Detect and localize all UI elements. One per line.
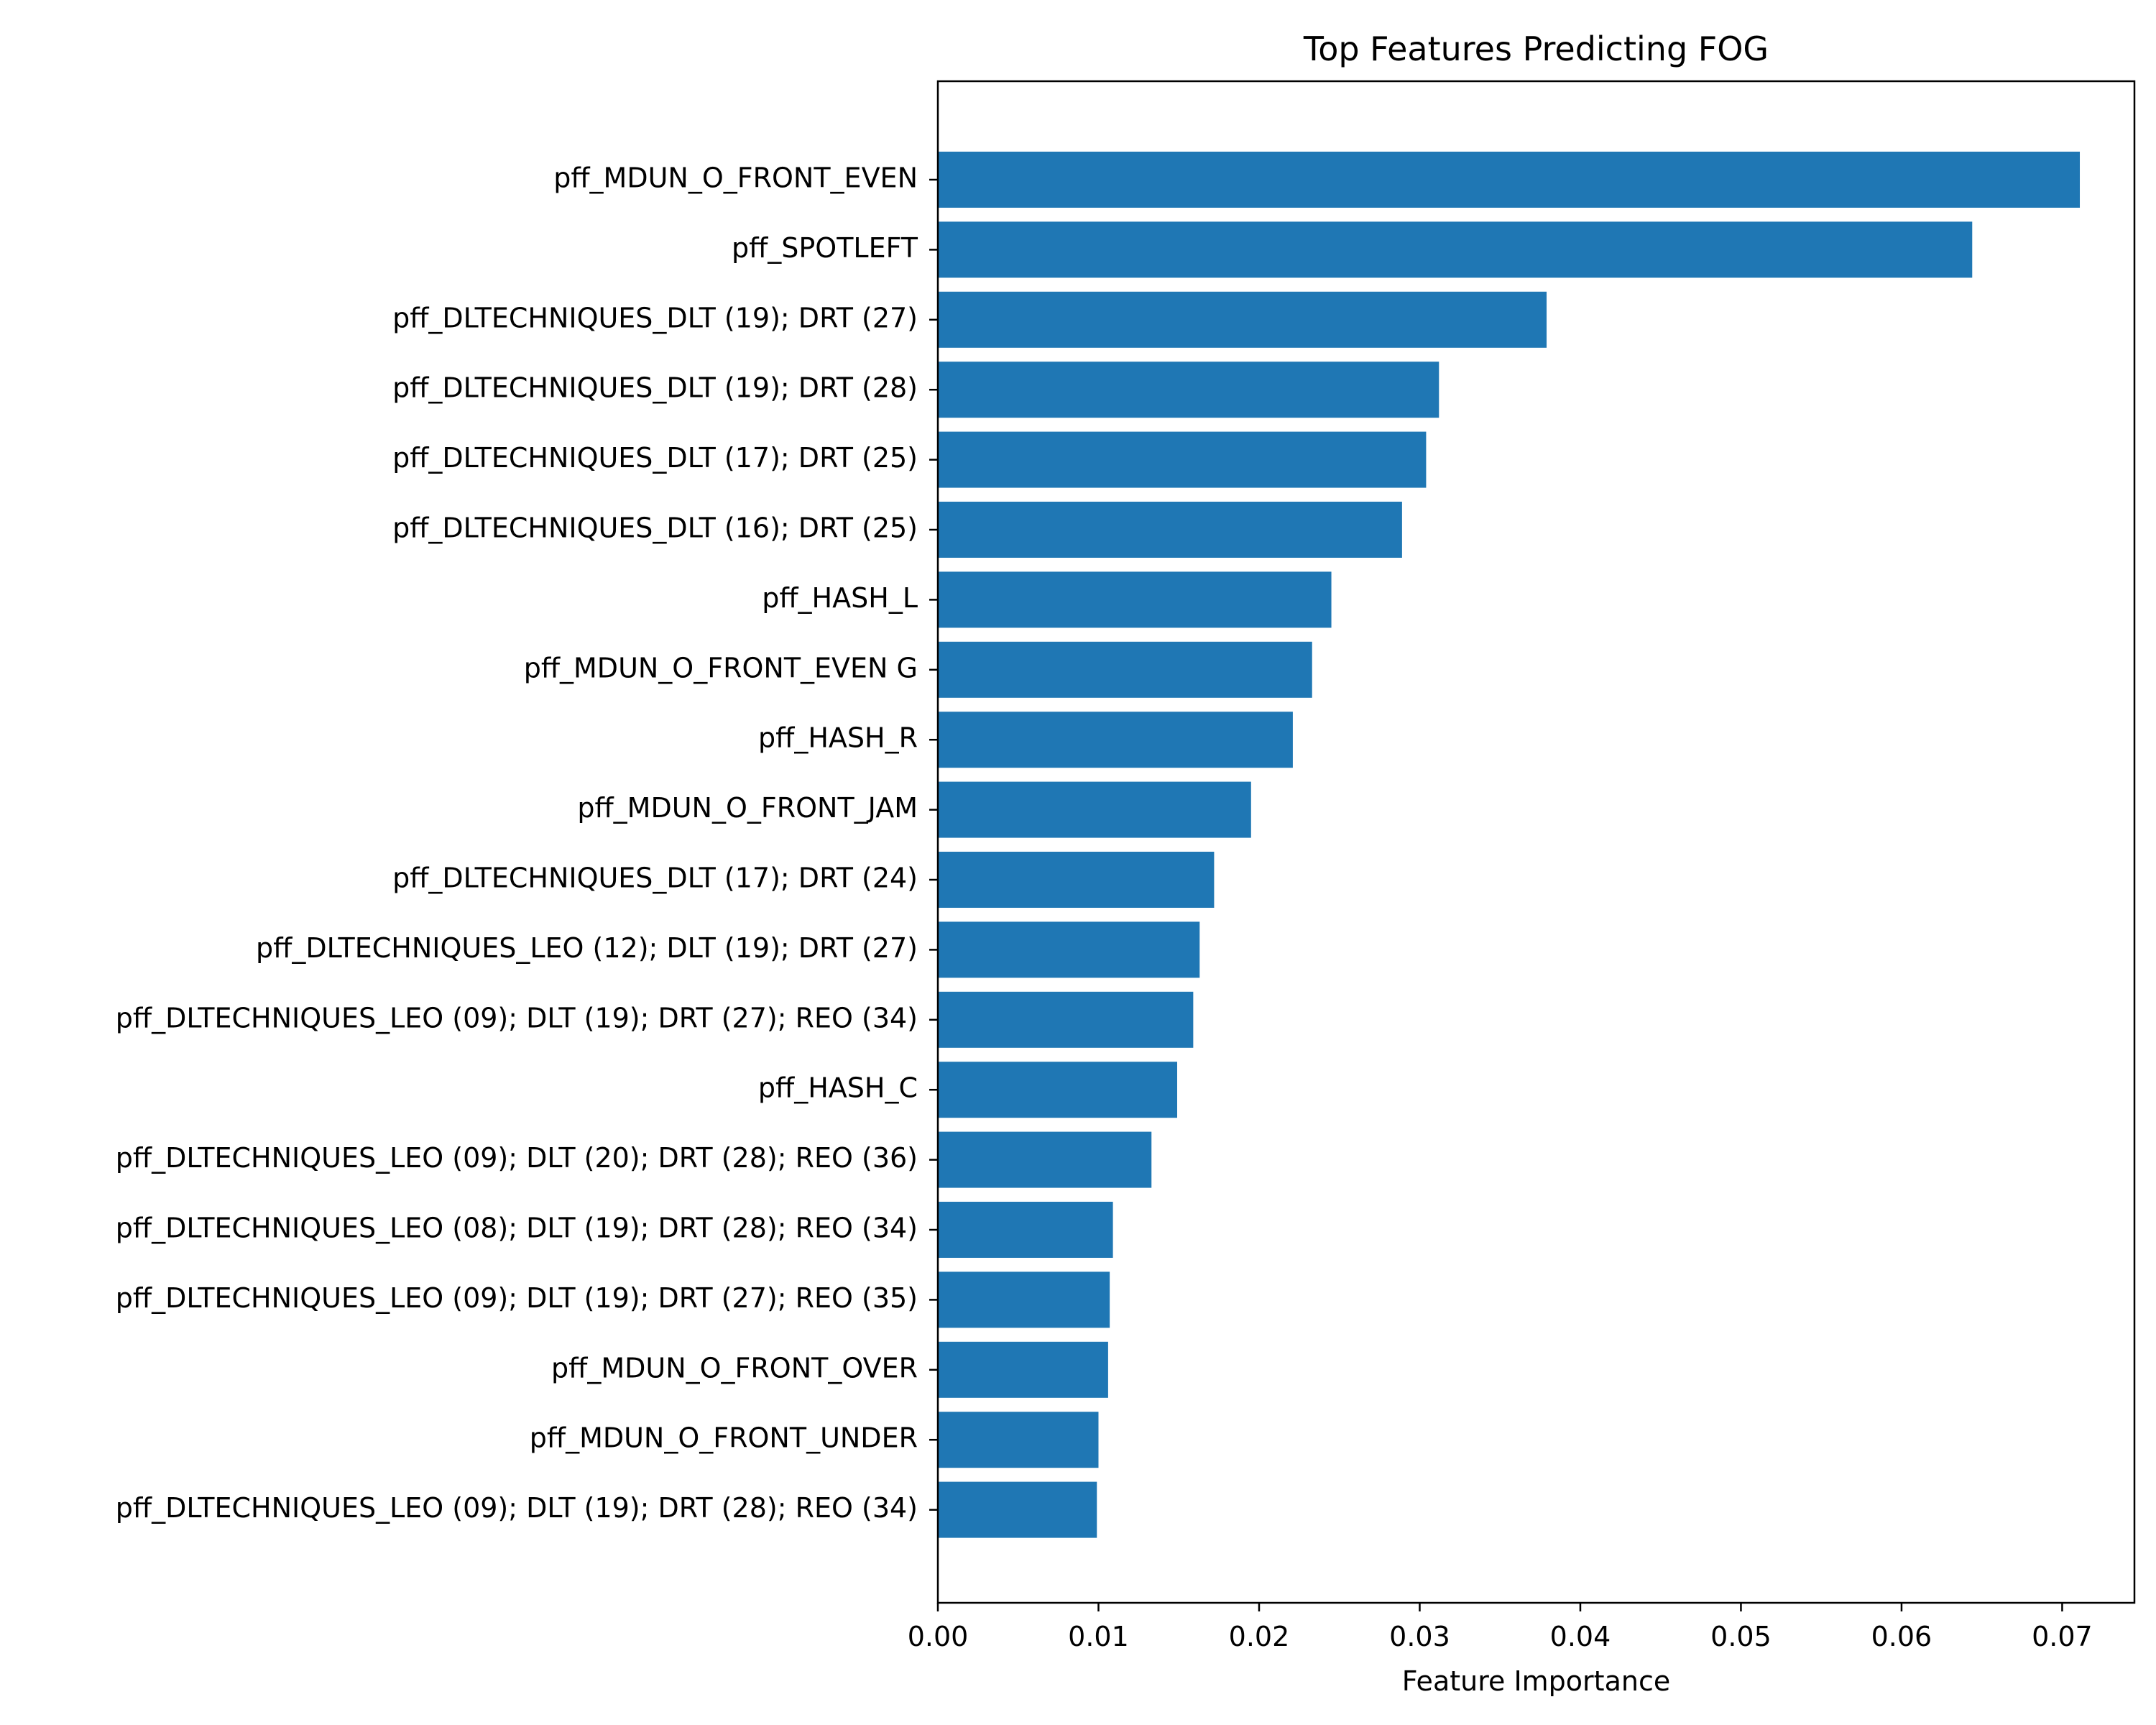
y-tick-label: pff_MDUN_O_FRONT_UNDER	[530, 1422, 918, 1454]
y-tick-label: pff_DLTECHNIQUES_LEO (12); DLT (19); DRT…	[256, 932, 918, 964]
y-tick-label: pff_DLTECHNIQUES_DLT (17); DRT (24)	[392, 862, 918, 894]
chart-title: Top Features Predicting FOG	[1303, 29, 1769, 68]
y-tick-label: pff_MDUN_O_FRONT_JAM	[577, 792, 918, 824]
y-tick-label: pff_DLTECHNIQUES_LEO (09); DLT (19); DRT…	[116, 1282, 918, 1314]
x-axis-ticks: 0.00 0.01 0.02 0.03 0.04 0.05 0.06 0.07	[908, 1603, 2093, 1652]
x-tick-label: 0.03	[1389, 1621, 1450, 1652]
bar-13	[938, 1062, 1177, 1118]
y-tick-label: pff_MDUN_O_FRONT_EVEN	[553, 162, 918, 194]
bar-12	[938, 991, 1194, 1048]
plot-frame	[936, 80, 2136, 1604]
x-tick-label: 0.05	[1710, 1621, 1772, 1652]
bar-8	[938, 712, 1293, 768]
x-tick-label: 0.01	[1068, 1621, 1129, 1652]
bars-layer	[938, 152, 2081, 1538]
bar-18	[938, 1412, 1099, 1468]
y-tick-label: pff_MDUN_O_FRONT_OVER	[551, 1352, 918, 1384]
bar-6	[938, 571, 1332, 628]
y-tick-label: pff_HASH_L	[762, 582, 918, 614]
y-tick-label: pff_DLTECHNIQUES_LEO (09); DLT (20); DRT…	[116, 1142, 918, 1174]
x-tick-label: 0.02	[1229, 1621, 1290, 1652]
bar-4	[938, 431, 1427, 488]
bar-1	[938, 221, 1973, 278]
y-tick-label: pff_DLTECHNIQUES_LEO (09); DLT (19); DRT…	[116, 1492, 918, 1524]
x-axis-label: Feature Importance	[1402, 1665, 1670, 1697]
x-tick-label: 0.04	[1550, 1621, 1611, 1652]
y-tick-label: pff_SPOTLEFT	[732, 232, 918, 264]
bar-0	[938, 152, 2081, 208]
bar-16	[938, 1271, 1110, 1328]
y-tick-label: pff_DLTECHNIQUES_DLT (19); DRT (28)	[392, 372, 918, 404]
x-tick-label: 0.00	[908, 1621, 969, 1652]
bar-9	[938, 781, 1251, 838]
y-tick-label: pff_DLTECHNIQUES_DLT (17); DRT (25)	[392, 442, 918, 474]
y-tick-label: pff_DLTECHNIQUES_DLT (16); DRT (25)	[392, 512, 918, 544]
y-tick-label: pff_HASH_R	[758, 722, 918, 754]
y-tick-label: pff_DLTECHNIQUES_DLT (19); DRT (27)	[392, 302, 918, 334]
bar-19	[938, 1481, 1097, 1538]
y-tick-label: pff_HASH_C	[758, 1072, 918, 1104]
y-tick-label: pff_DLTECHNIQUES_LEO (09); DLT (19); DRT…	[116, 1002, 918, 1034]
x-tick-label: 0.07	[2032, 1621, 2093, 1652]
bar-11	[938, 921, 1200, 978]
y-tick-label: pff_DLTECHNIQUES_LEO (08); DLT (19); DRT…	[116, 1213, 918, 1244]
y-axis-ticks: pff_MDUN_O_FRONT_EVEN pff_SPOTLEFT pff_DLT…	[116, 162, 938, 1524]
x-tick-label: 0.06	[1871, 1621, 1932, 1652]
bar-14	[938, 1131, 1152, 1188]
bar-17	[938, 1341, 1108, 1398]
bar-15	[938, 1202, 1113, 1258]
y-tick-label: pff_MDUN_O_FRONT_EVEN G	[524, 652, 918, 684]
bar-10	[938, 852, 1215, 908]
bar-3	[938, 362, 1439, 418]
bar-2	[938, 291, 1547, 348]
bar-5	[938, 502, 1402, 558]
bar-7	[938, 641, 1312, 698]
